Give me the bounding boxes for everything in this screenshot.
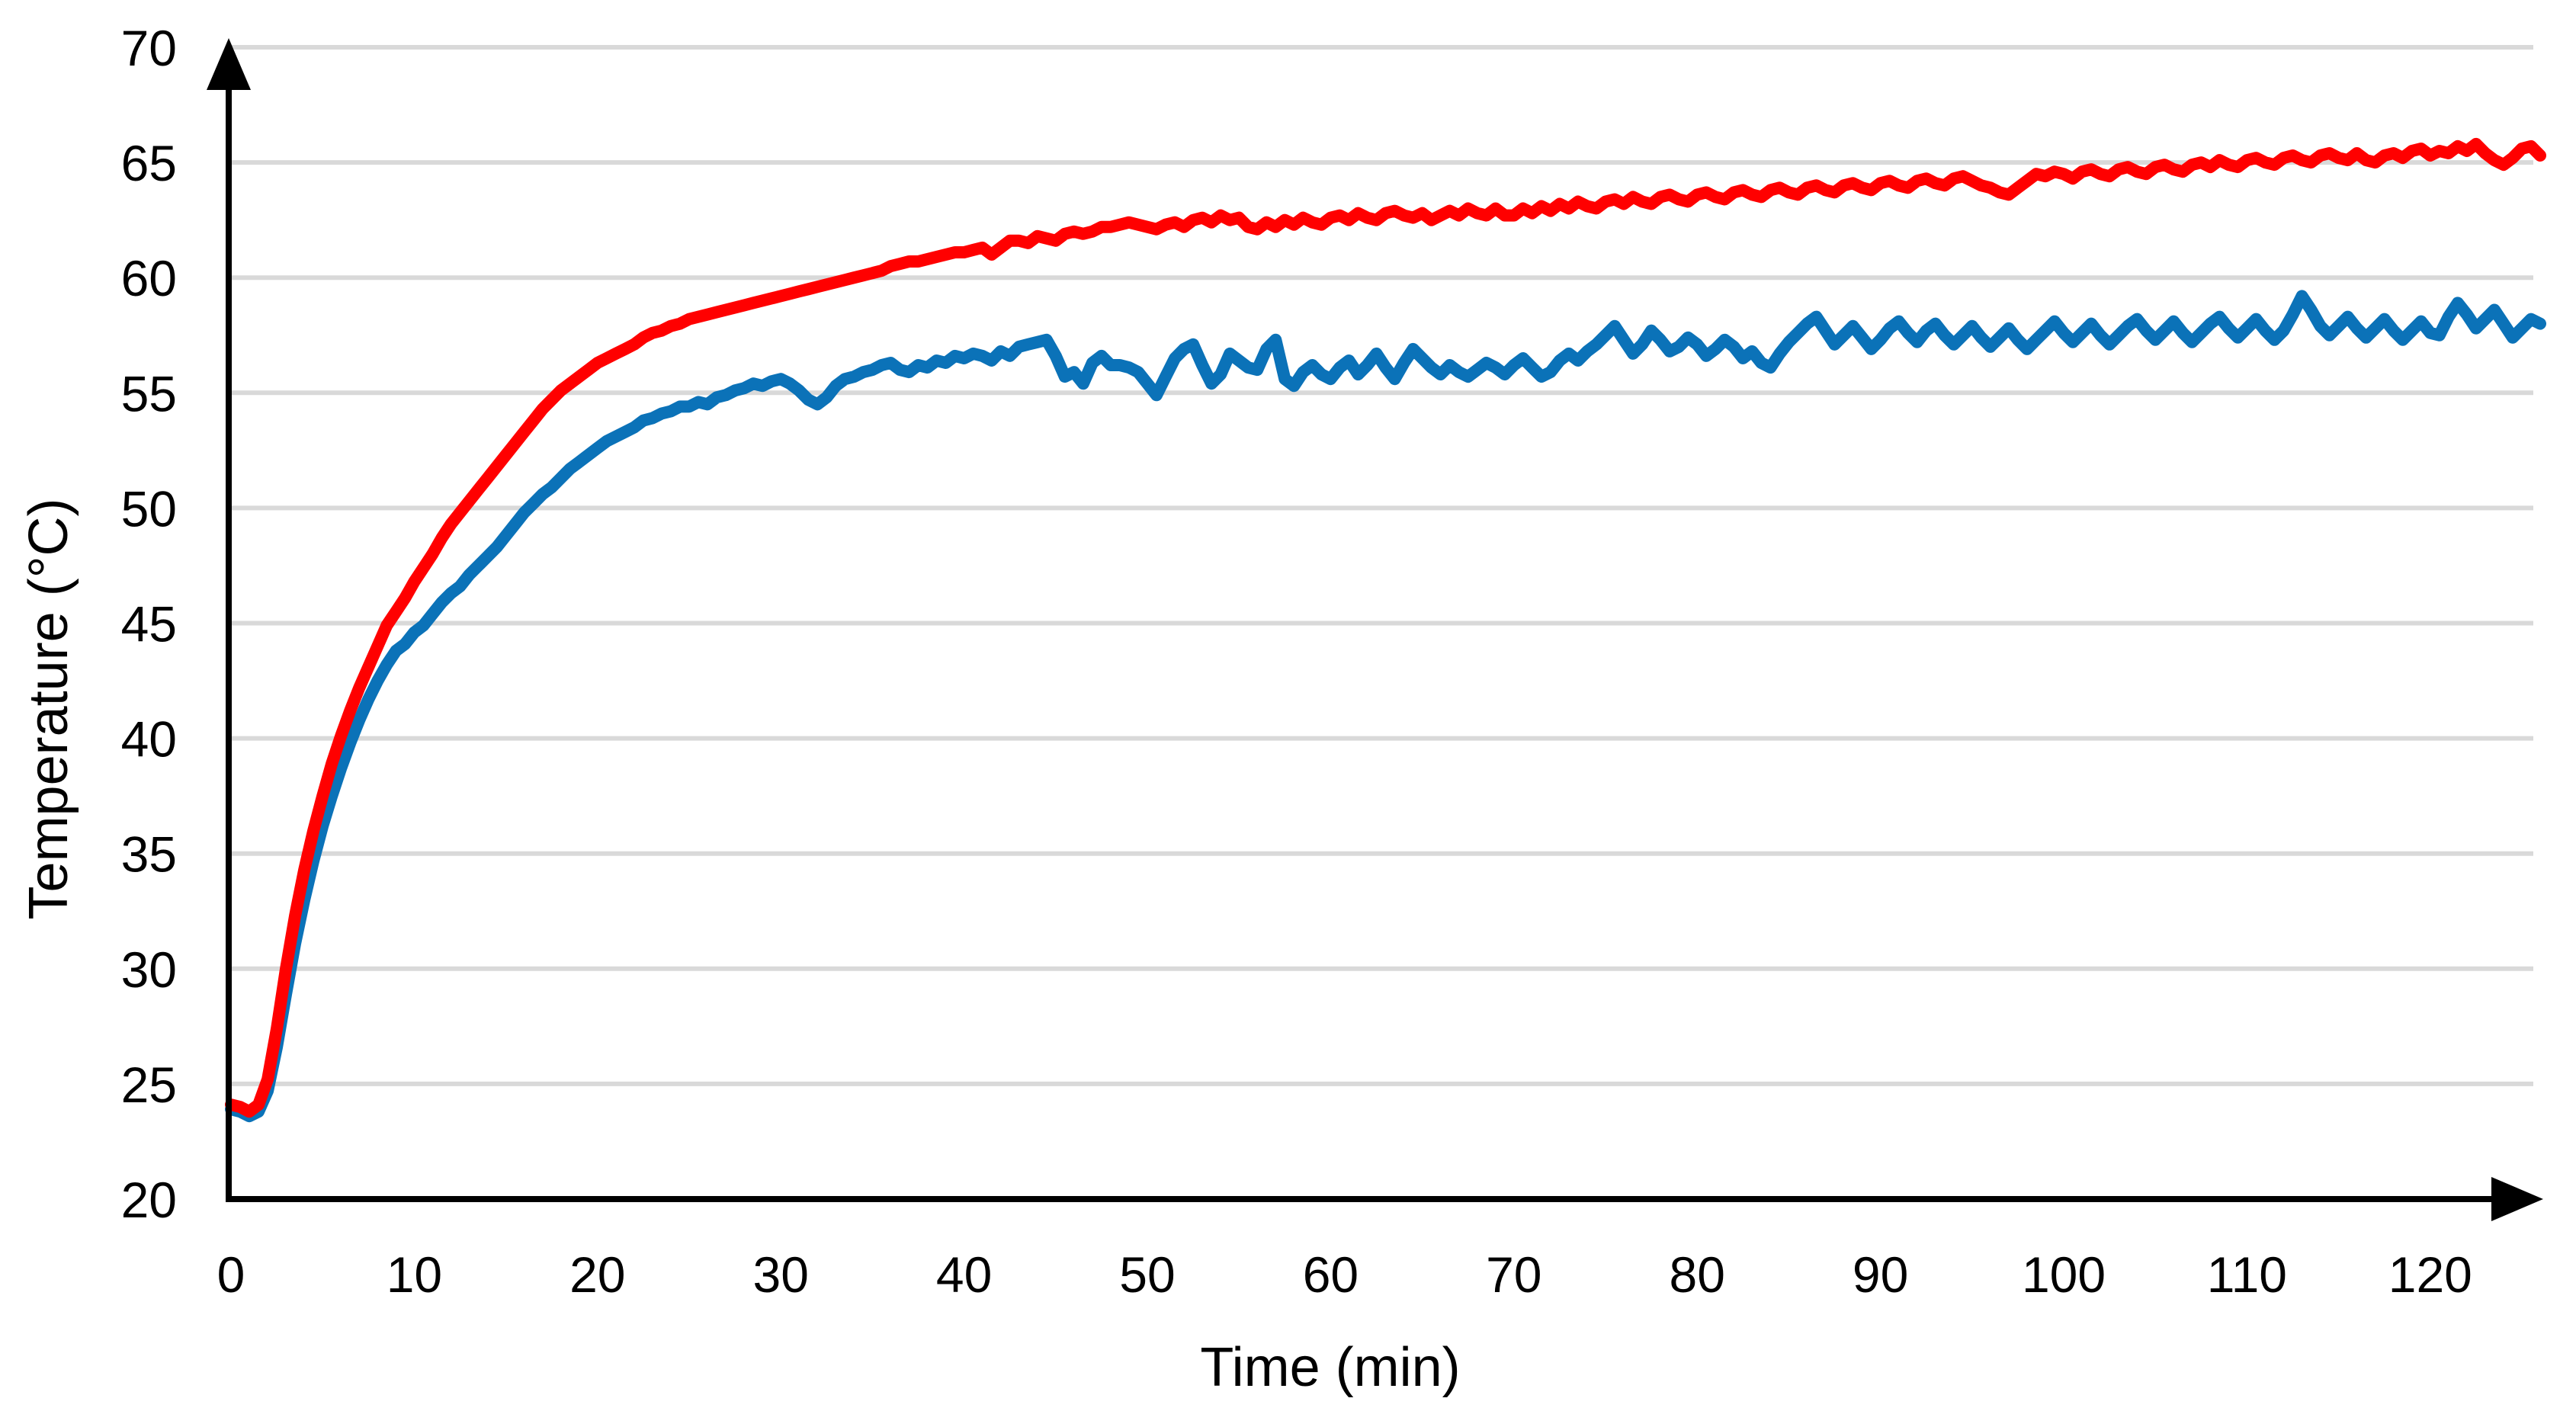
y-axis-title: Temperature (°C): [18, 499, 79, 920]
y-axis-tick-labels: 20 25 30 35 40 45 50 55 60 65 70: [121, 20, 177, 1228]
red-upper-temperature-series-line: [225, 137, 2546, 1118]
x-tick-label-50: 50: [1119, 1246, 1175, 1303]
y-axis-arrow-icon: [207, 38, 251, 90]
x-tick-label-0: 0: [217, 1246, 245, 1303]
y-tick-label-20: 20: [121, 1172, 177, 1228]
x-tick-label-100: 100: [2022, 1246, 2106, 1303]
y-tick-label-65: 65: [121, 135, 177, 191]
x-tick-label-90: 90: [1853, 1246, 1908, 1303]
x-axis-title: Time (min): [1200, 1337, 1460, 1398]
blue-lower-temperature-series-line: [225, 290, 2546, 1123]
gridlines-group: [229, 45, 2533, 1086]
y-tick-label-30: 30: [121, 941, 177, 998]
y-tick-label-45: 45: [121, 596, 177, 653]
y-tick-label-35: 35: [121, 826, 177, 883]
x-axis-tick-labels: 0 10 20 30 40 50 60 70 80 90 100 110 120: [217, 1246, 2472, 1303]
x-tick-label-40: 40: [936, 1246, 992, 1303]
x-tick-label-70: 70: [1486, 1246, 1541, 1303]
x-axis-arrow-icon: [2491, 1177, 2543, 1221]
x-tick-label-60: 60: [1303, 1246, 1359, 1303]
x-tick-label-10: 10: [387, 1246, 442, 1303]
x-tick-label-30: 30: [752, 1246, 808, 1303]
y-tick-label-60: 60: [121, 250, 177, 306]
x-tick-label-20: 20: [569, 1246, 625, 1303]
y-tick-label-25: 25: [121, 1057, 177, 1113]
y-tick-label-40: 40: [121, 711, 177, 768]
x-tick-label-80: 80: [1669, 1246, 1724, 1303]
y-tick-label-50: 50: [121, 480, 177, 537]
y-tick-label-70: 70: [121, 20, 177, 76]
x-tick-label-110: 110: [2207, 1246, 2287, 1303]
y-tick-label-55: 55: [121, 365, 177, 422]
series-group: [225, 137, 2546, 1123]
x-tick-label-120: 120: [2388, 1246, 2472, 1303]
